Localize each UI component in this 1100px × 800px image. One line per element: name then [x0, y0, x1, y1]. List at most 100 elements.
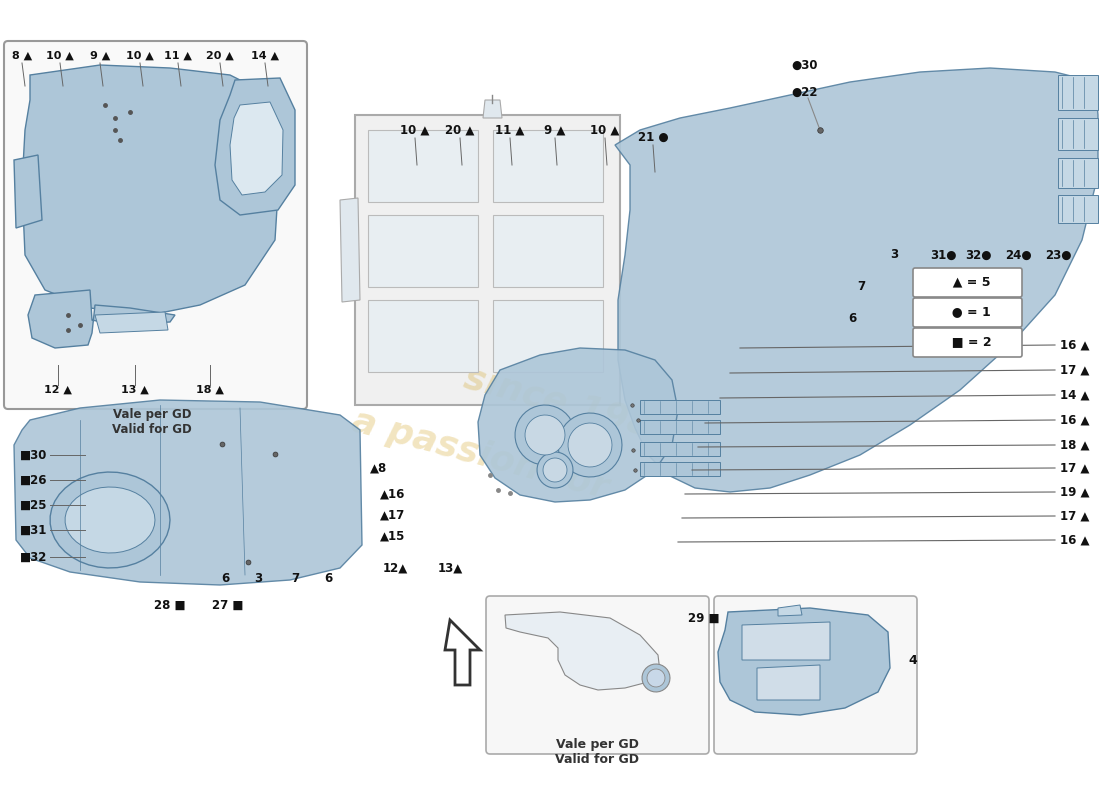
Text: 10 ▲: 10 ▲ [46, 51, 74, 61]
Text: 17 ▲: 17 ▲ [1060, 363, 1089, 377]
Text: a passion for: a passion for [348, 404, 612, 506]
Text: 17 ▲: 17 ▲ [1060, 462, 1089, 474]
Text: 20 ▲: 20 ▲ [206, 51, 234, 61]
Text: 9 ▲: 9 ▲ [544, 123, 565, 137]
Text: 19 ▲: 19 ▲ [1060, 486, 1089, 498]
Text: ▲17: ▲17 [379, 509, 405, 522]
Polygon shape [515, 405, 575, 465]
Text: 18 ▲: 18 ▲ [1060, 438, 1089, 451]
Polygon shape [355, 115, 620, 405]
Polygon shape [493, 300, 603, 372]
Polygon shape [1058, 158, 1098, 188]
Polygon shape [446, 620, 480, 685]
Polygon shape [757, 665, 820, 700]
Text: 10 ▲: 10 ▲ [126, 51, 154, 61]
Polygon shape [537, 452, 573, 488]
Text: Vale per GD
Valid for GD: Vale per GD Valid for GD [556, 738, 639, 766]
Text: 29 ■: 29 ■ [688, 611, 719, 625]
FancyBboxPatch shape [4, 41, 307, 409]
Text: 27 ■: 27 ■ [212, 598, 244, 611]
Polygon shape [340, 198, 360, 302]
Polygon shape [22, 65, 280, 315]
Polygon shape [28, 290, 175, 348]
Text: 24●: 24● [1005, 249, 1032, 262]
Text: 23●: 23● [1045, 249, 1071, 262]
FancyBboxPatch shape [714, 596, 917, 754]
Text: ■31: ■31 [20, 523, 47, 537]
Text: since 1985: since 1985 [460, 360, 680, 450]
Text: 6: 6 [221, 571, 229, 585]
Text: 11 ▲: 11 ▲ [164, 51, 191, 61]
Polygon shape [230, 102, 283, 195]
Text: ■32: ■32 [20, 550, 47, 563]
Polygon shape [493, 215, 603, 287]
Text: 14 ▲: 14 ▲ [251, 51, 279, 61]
FancyBboxPatch shape [913, 298, 1022, 327]
Text: ▲16: ▲16 [379, 487, 406, 501]
Text: 16 ▲: 16 ▲ [1060, 414, 1089, 426]
Text: 3: 3 [254, 571, 262, 585]
Text: 11 ▲: 11 ▲ [495, 123, 525, 137]
Polygon shape [65, 487, 155, 553]
Polygon shape [640, 400, 720, 414]
Polygon shape [640, 442, 720, 456]
Text: ▲15: ▲15 [379, 530, 406, 542]
Text: 31●: 31● [930, 249, 957, 262]
Text: 7: 7 [290, 571, 299, 585]
Text: ■25: ■25 [20, 498, 47, 511]
Text: ●30: ●30 [792, 58, 818, 71]
Polygon shape [1058, 75, 1098, 110]
Text: 21 ●: 21 ● [638, 130, 669, 143]
Polygon shape [368, 215, 478, 287]
Text: 10 ▲: 10 ▲ [400, 123, 430, 137]
Polygon shape [505, 612, 660, 690]
Text: 16 ▲: 16 ▲ [1060, 338, 1089, 351]
Polygon shape [640, 462, 720, 476]
Polygon shape [368, 130, 478, 202]
Polygon shape [368, 300, 478, 372]
FancyBboxPatch shape [913, 328, 1022, 357]
Text: 6: 6 [323, 571, 332, 585]
Text: 18 ▲: 18 ▲ [196, 385, 224, 395]
Polygon shape [525, 415, 565, 455]
Text: 13▲: 13▲ [438, 562, 463, 574]
Text: 12▲: 12▲ [383, 562, 408, 574]
Text: 12 ▲: 12 ▲ [44, 385, 72, 395]
Polygon shape [14, 155, 42, 228]
Text: ■30: ■30 [20, 449, 47, 462]
Polygon shape [742, 622, 830, 660]
Text: 8 ▲: 8 ▲ [12, 51, 32, 61]
Text: 16 ▲: 16 ▲ [1060, 534, 1089, 546]
Text: 4: 4 [908, 654, 916, 666]
Text: Vale per GD
Valid for GD: Vale per GD Valid for GD [112, 408, 191, 436]
Polygon shape [640, 420, 720, 434]
Polygon shape [1058, 118, 1098, 150]
Text: 3: 3 [890, 249, 898, 262]
FancyBboxPatch shape [486, 596, 710, 754]
Polygon shape [778, 605, 802, 616]
Polygon shape [493, 130, 603, 202]
Polygon shape [642, 664, 670, 692]
Polygon shape [14, 400, 362, 585]
Text: 20 ▲: 20 ▲ [446, 123, 475, 137]
Text: ▲8: ▲8 [370, 462, 387, 474]
Text: 9 ▲: 9 ▲ [90, 51, 110, 61]
Text: 14 ▲: 14 ▲ [1060, 389, 1089, 402]
Text: 28 ■: 28 ■ [154, 598, 186, 611]
Text: ■ = 2: ■ = 2 [943, 335, 991, 349]
Polygon shape [214, 78, 295, 215]
Polygon shape [558, 413, 622, 477]
Text: ■26: ■26 [20, 474, 47, 486]
Polygon shape [51, 472, 170, 568]
Polygon shape [95, 312, 168, 333]
Text: 32●: 32● [965, 249, 991, 262]
Text: ● = 1: ● = 1 [943, 306, 991, 318]
Polygon shape [478, 348, 678, 502]
Polygon shape [483, 100, 502, 118]
Polygon shape [568, 423, 612, 467]
Text: 13 ▲: 13 ▲ [121, 385, 148, 395]
Text: 7: 7 [857, 281, 865, 294]
Text: 6: 6 [848, 311, 856, 325]
Text: ▲ = 5: ▲ = 5 [944, 275, 990, 289]
Polygon shape [1058, 195, 1098, 223]
